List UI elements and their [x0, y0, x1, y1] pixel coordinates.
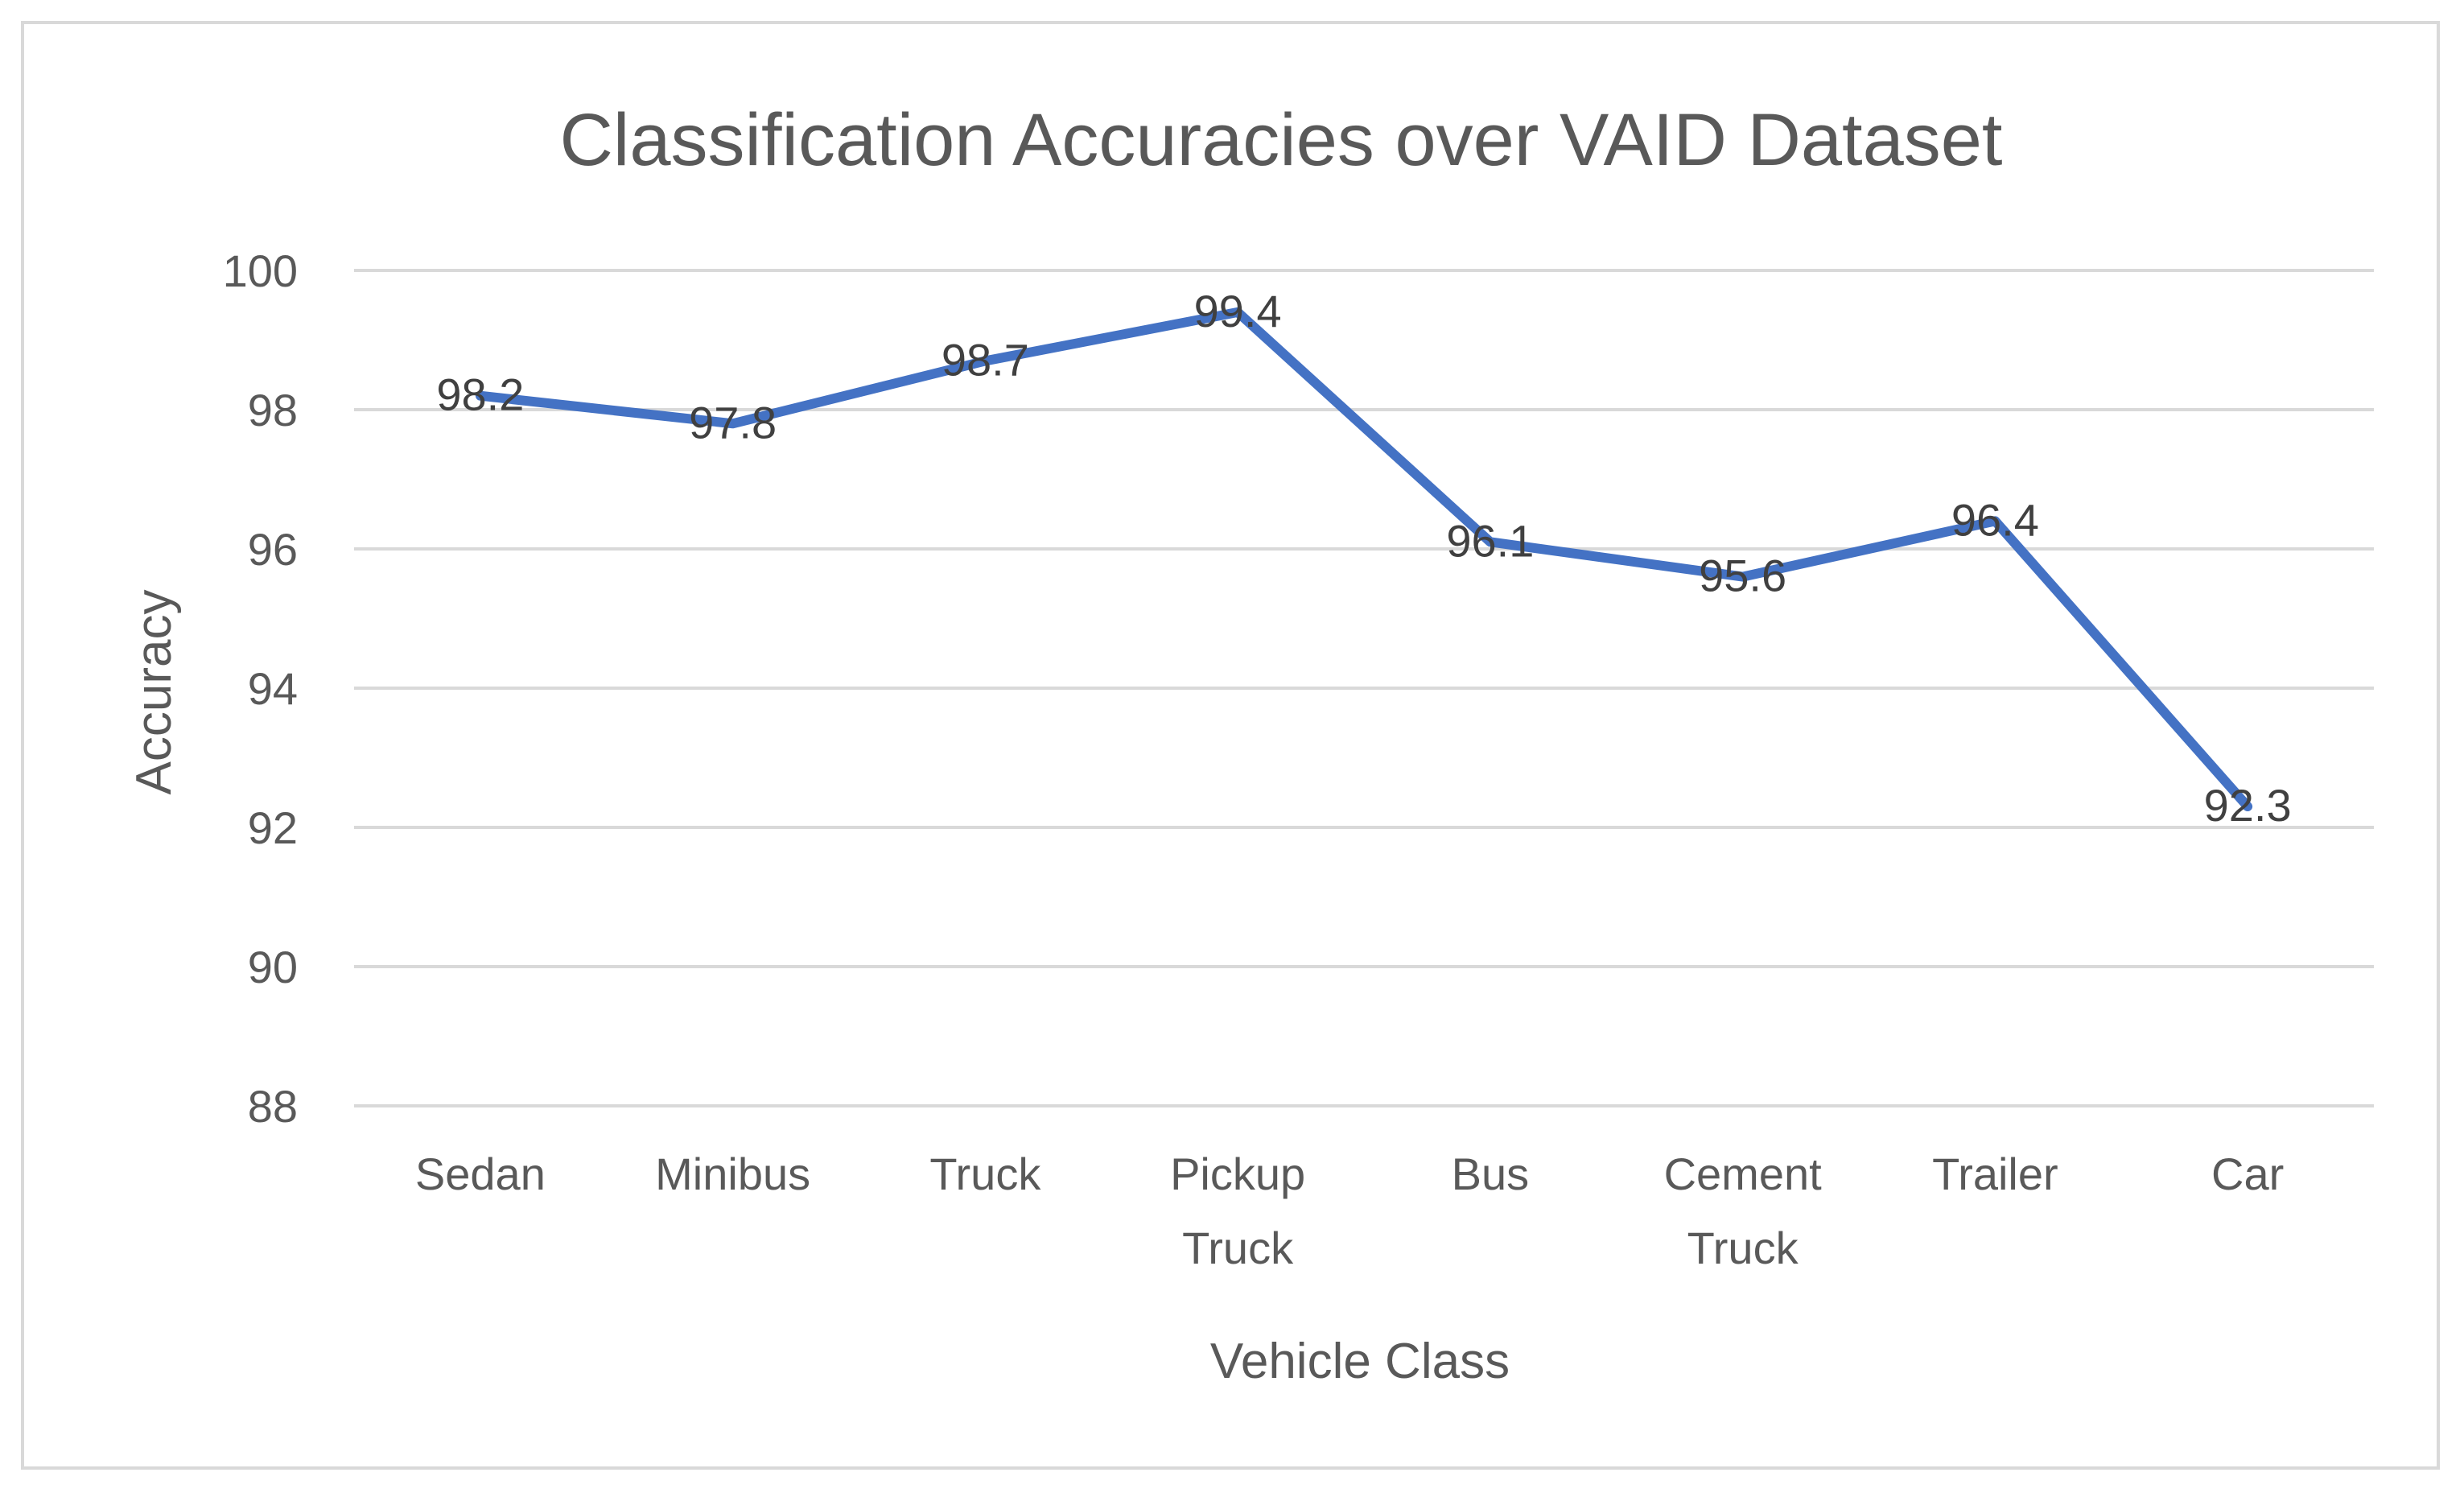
y-tick-label: 96	[248, 524, 298, 575]
x-tick-label: Sedan	[415, 1149, 546, 1199]
x-tick-label: Trailer	[1932, 1149, 2058, 1199]
series-line	[475, 307, 2253, 812]
y-axis-ticks: 88 90 92 94 96 98 100	[223, 245, 298, 1132]
x-tick-label: Car	[2211, 1149, 2284, 1199]
y-tick-label: 94	[248, 663, 298, 714]
x-tick-label: Cement Truck	[1664, 1149, 1823, 1273]
series-layer	[475, 307, 2253, 812]
data-label: 99.4	[1194, 286, 1282, 336]
data-label: 98.7	[942, 334, 1029, 385]
data-point	[1237, 311, 1239, 313]
data-point	[2247, 806, 2249, 808]
data-point	[1994, 520, 1996, 522]
data-point	[1741, 575, 1744, 578]
x-tick-label: Truck	[929, 1149, 1041, 1199]
x-axis-ticks: Sedan Minibus Truck Pickup Truck Bus Cement Tru…	[415, 1149, 2284, 1273]
gridlines	[354, 269, 2374, 1107]
data-label: 96.4	[1951, 494, 2039, 545]
data-point	[479, 394, 481, 397]
x-tick-label: Pickup Truck	[1170, 1149, 1305, 1273]
chart-title: Classification Accuracies over VAID Data…	[559, 99, 2002, 181]
y-axis-title: Accuracy	[126, 590, 182, 795]
data-labels: 98.2 97.8 98.7 99.4 96.1 95.6 96.4 92.3	[436, 286, 2291, 831]
data-point	[1489, 541, 1491, 543]
y-tick-label: 98	[248, 385, 298, 435]
y-tick-label: 90	[248, 942, 298, 992]
data-point	[731, 423, 734, 425]
data-label: 95.6	[1699, 551, 1786, 601]
y-tick-label: 92	[248, 802, 298, 853]
data-point	[984, 360, 987, 362]
chart-frame	[21, 21, 2440, 1470]
data-label: 96.1	[1446, 515, 1534, 566]
data-label: 98.2	[436, 369, 524, 420]
data-label: 97.8	[689, 397, 777, 447]
data-label: 92.3	[2204, 780, 2292, 831]
x-tick-label: Minibus	[655, 1149, 810, 1199]
y-tick-label: 100	[223, 245, 298, 296]
x-tick-label: Bus	[1452, 1149, 1530, 1199]
x-axis-title: Vehicle Class	[1210, 1334, 1510, 1389]
y-tick-label: 88	[248, 1081, 298, 1132]
